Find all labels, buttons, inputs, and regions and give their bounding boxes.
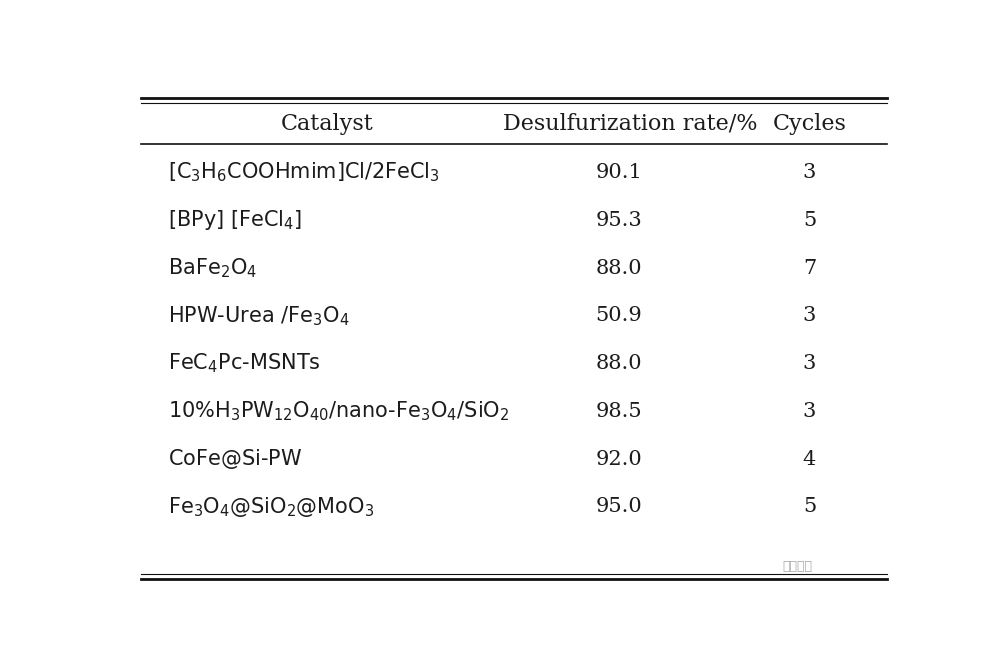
Text: Cycles: Cycles [772,113,846,135]
Text: $\mathrm{HPW\text{-}Urea\ /Fe_3O_4}$: $\mathrm{HPW\text{-}Urea\ /Fe_3O_4}$ [168,304,350,327]
Text: 50.9: 50.9 [595,306,641,325]
Text: 98.5: 98.5 [595,402,641,421]
Text: 3: 3 [802,163,816,182]
Text: 4: 4 [802,450,816,469]
Text: $\mathrm{FeC_4Pc\text{-}MSNTs}$: $\mathrm{FeC_4Pc\text{-}MSNTs}$ [168,352,321,376]
Text: $\mathrm{10\%H_3PW_{12}O_{40}/nano\text{-}Fe_3O_4/SiO_2}$: $\mathrm{10\%H_3PW_{12}O_{40}/nano\text{… [168,400,509,423]
Text: 92.0: 92.0 [595,450,641,469]
Text: Catalyst: Catalyst [281,113,374,135]
Text: $[\mathrm{BPy}]\ [\mathrm{FeCl_4}]$: $[\mathrm{BPy}]\ [\mathrm{FeCl_4}]$ [168,208,302,232]
Text: 88.0: 88.0 [595,259,641,277]
Text: 90.1: 90.1 [595,163,641,182]
Text: 3: 3 [802,402,816,421]
Text: 95.0: 95.0 [595,498,641,516]
Text: 5: 5 [802,211,816,229]
Text: 3: 3 [802,354,816,373]
Text: 超级石化: 超级石化 [782,560,812,574]
Text: 88.0: 88.0 [595,354,641,373]
Text: 3: 3 [802,306,816,325]
Text: 95.3: 95.3 [595,211,641,229]
Text: 7: 7 [802,259,816,277]
Text: $\mathrm{BaFe_2O_4}$: $\mathrm{BaFe_2O_4}$ [168,256,257,280]
Text: 5: 5 [802,498,816,516]
Text: Desulfurization rate/%: Desulfurization rate/% [503,113,758,135]
Text: $\mathrm{CoFe@Si\text{-}PW}$: $\mathrm{CoFe@Si\text{-}PW}$ [168,447,302,471]
Text: $\mathrm{Fe_3O_4@SiO_2@MoO_3}$: $\mathrm{Fe_3O_4@SiO_2@MoO_3}$ [168,495,374,519]
Text: $[\mathrm{C_3H_6COOHmim}]\mathrm{Cl/2FeCl_3}$: $[\mathrm{C_3H_6COOHmim}]\mathrm{Cl/2FeC… [168,161,440,184]
